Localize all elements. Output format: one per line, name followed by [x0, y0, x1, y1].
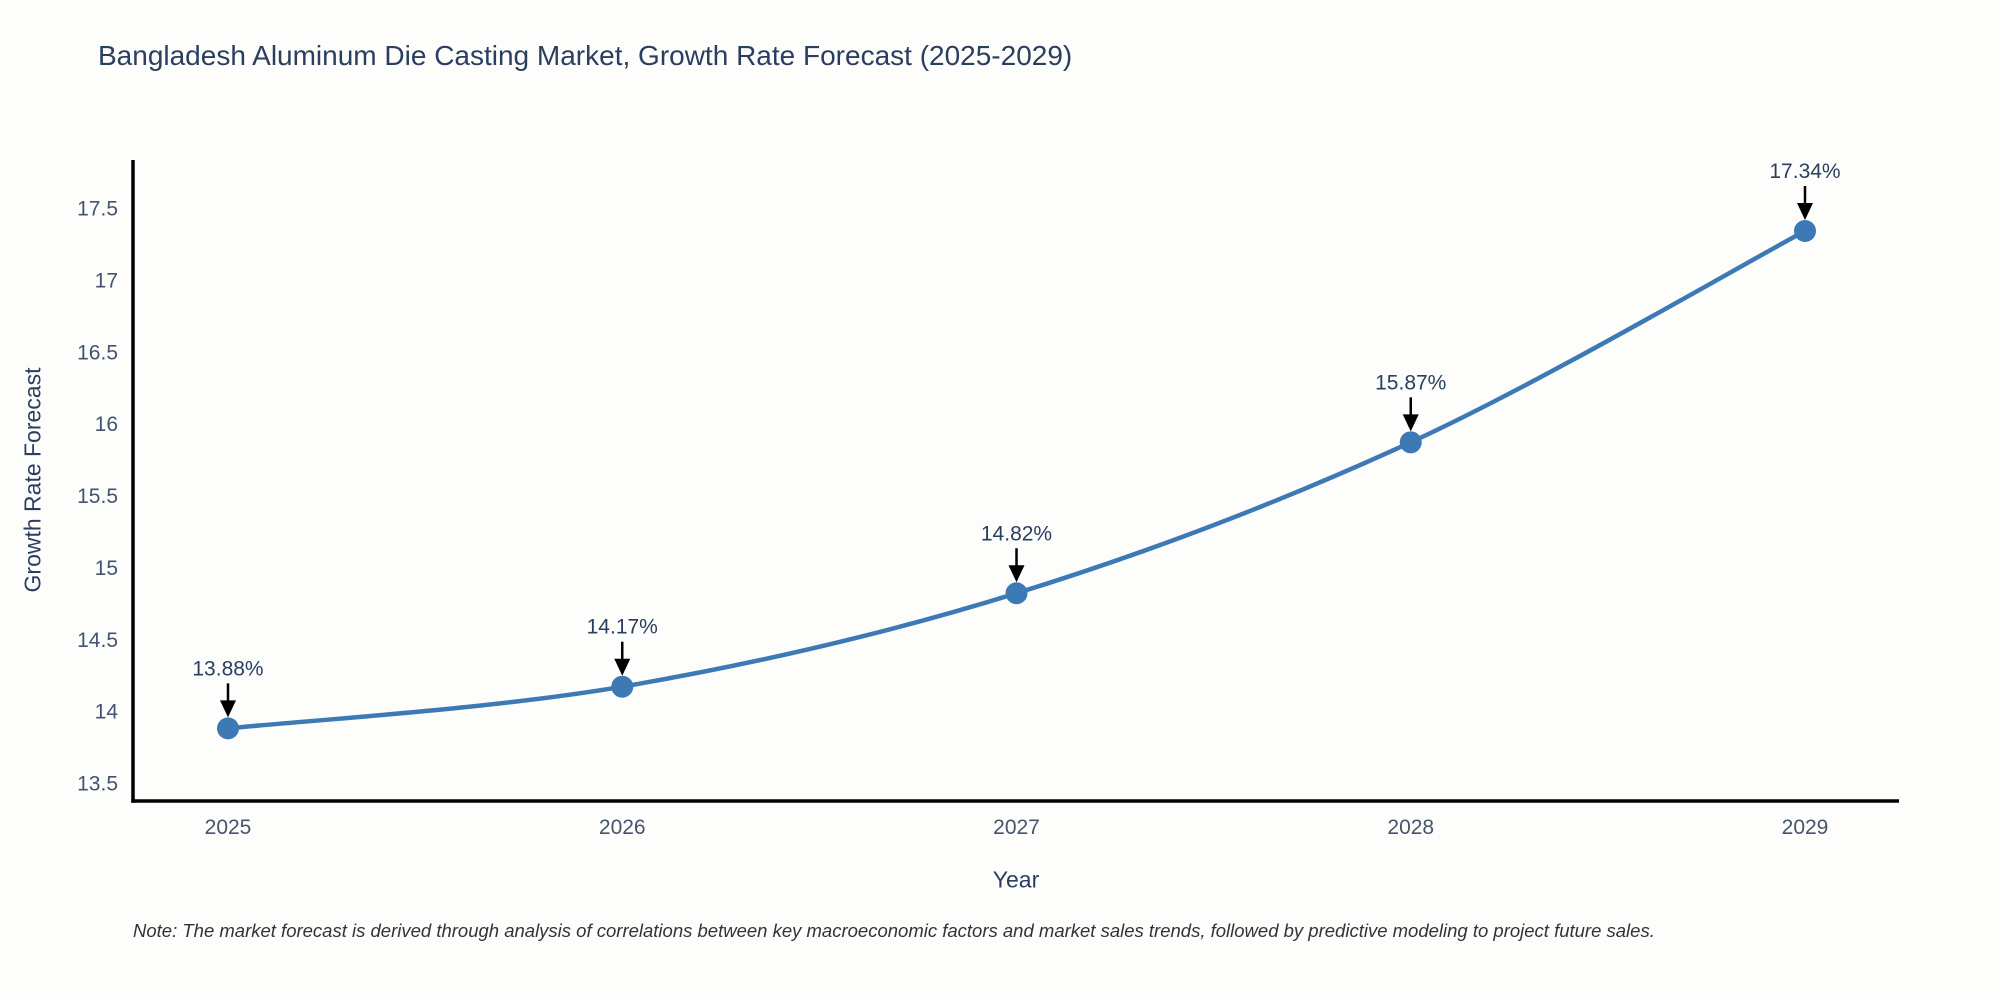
- data-point: [1399, 431, 1422, 454]
- point-annotation-label: 14.82%: [981, 522, 1052, 545]
- annotation-arrow-head: [220, 700, 236, 718]
- y-tick-label: 17: [95, 269, 118, 292]
- annotation-arrow-head: [1008, 565, 1025, 583]
- y-tick-label: 14: [95, 701, 119, 724]
- y-tick-label: 15: [95, 557, 118, 580]
- point-annotation-label: 17.34%: [1769, 160, 1840, 183]
- annotation-arrow-head: [1402, 414, 1419, 432]
- point-annotation-label: 14.17%: [587, 616, 658, 639]
- annotation-arrow-head: [614, 658, 631, 676]
- x-tick-label: 2026: [599, 816, 646, 839]
- x-tick-label: 2029: [1782, 816, 1829, 839]
- x-tick-label: 2025: [205, 816, 252, 839]
- data-point: [611, 675, 634, 698]
- y-tick-label: 14.5: [77, 629, 118, 652]
- y-axis-title: Growth Rate Forecast: [19, 367, 46, 593]
- chart-title: Bangladesh Aluminum Die Casting Market, …: [98, 40, 1073, 71]
- annotation-arrow-head: [1797, 203, 1813, 220]
- point-annotation-label: 13.88%: [192, 657, 263, 680]
- y-tick-label: 13.5: [77, 773, 118, 796]
- x-tick-label: 2027: [993, 816, 1040, 839]
- data-point: [217, 717, 239, 740]
- chart-footnote: Note: The market forecast is derived thr…: [133, 920, 1655, 941]
- point-annotation-label: 15.87%: [1375, 371, 1446, 394]
- data-point: [1005, 582, 1028, 605]
- y-tick-label: 17.5: [77, 198, 118, 221]
- y-tick-label: 16.5: [77, 341, 118, 364]
- forecast-line: [225, 228, 1808, 731]
- y-tick-label: 15.5: [77, 485, 118, 508]
- x-axis-title: Year: [992, 866, 1040, 893]
- data-point: [1794, 220, 1816, 242]
- y-tick-label: 16: [95, 413, 118, 436]
- x-tick-label: 2028: [1387, 816, 1434, 839]
